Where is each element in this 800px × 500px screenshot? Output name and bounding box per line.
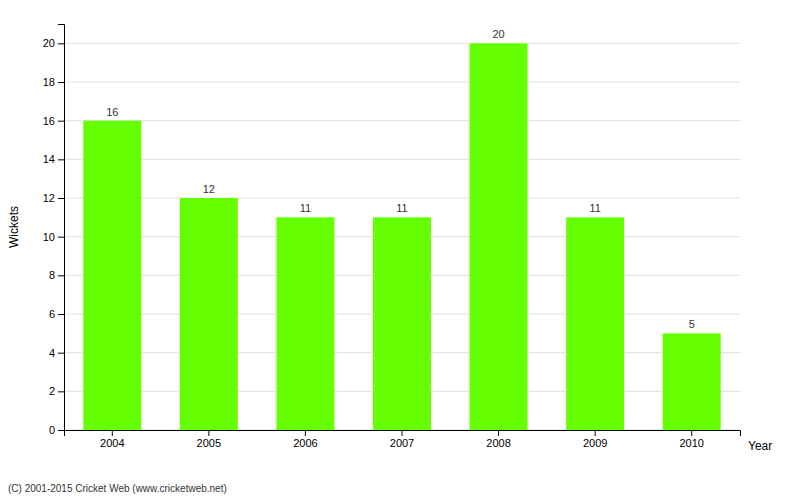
data-label: 11 (589, 202, 600, 214)
tick-mark (691, 430, 692, 436)
tick: 2004 (100, 430, 124, 449)
tick-mark (58, 43, 64, 44)
y-axis-title: Wickets (7, 206, 21, 248)
tick: 18 (43, 76, 64, 88)
tick: 12 (43, 192, 64, 204)
tick-label: 2009 (583, 437, 607, 449)
bar (373, 217, 431, 430)
tick-mark (305, 430, 306, 436)
plot-area: 0246810121416182020042005200620072008200… (43, 25, 741, 449)
tick-mark (58, 237, 64, 238)
x-axis-title: Year (748, 439, 772, 453)
data-label: 16 (106, 106, 118, 118)
tick-mark (58, 82, 64, 83)
tick-mark (58, 198, 64, 199)
tick: 14 (43, 153, 64, 165)
data-label: 11 (300, 202, 311, 214)
tick-label: 16 (43, 115, 55, 127)
tick: 2 (49, 385, 64, 397)
tick-mark (112, 430, 113, 436)
bars (83, 43, 720, 430)
bar (566, 217, 624, 430)
tick-mark (58, 159, 64, 160)
tick: 2009 (583, 430, 607, 449)
tick: 2006 (293, 430, 317, 449)
bar (663, 333, 721, 430)
bar (276, 217, 334, 430)
grid (64, 43, 740, 430)
tick: 16 (43, 115, 64, 127)
tick-mark (58, 430, 64, 431)
tick-mark (58, 275, 64, 276)
tick-label: 18 (43, 76, 55, 88)
bar (180, 198, 238, 430)
tick-label: 12 (43, 192, 55, 204)
tick: 8 (49, 269, 64, 281)
data-label: 20 (492, 28, 504, 40)
tick-label: 10 (43, 231, 55, 243)
grid-line (64, 159, 740, 160)
data-labels: 16 12 11 11 20 11 5 (106, 28, 695, 330)
tick-mark (402, 430, 403, 436)
tick: 2010 (679, 430, 703, 449)
data-label: 5 (689, 318, 695, 330)
tick-label: 20 (43, 37, 55, 49)
tick-label: 2004 (100, 437, 124, 449)
tick-mark (58, 314, 64, 315)
tick: 4 (49, 347, 64, 359)
grid-line (64, 82, 740, 83)
tick-label: 0 (49, 424, 55, 436)
tick-mark (58, 391, 64, 392)
grid-line (64, 43, 740, 44)
bar (470, 43, 528, 430)
tick: 2008 (486, 430, 510, 449)
y-axis: 0 2 4 6 8 10 12 14 16 18 20 (43, 25, 65, 437)
tick-label: 2006 (293, 437, 317, 449)
tick-label: 2008 (486, 437, 510, 449)
tick: 10 (43, 231, 64, 243)
tick: 2005 (197, 430, 221, 449)
x-axis: 2004 2005 2006 2007 2008 2009 2010 (65, 430, 741, 449)
tick-label: 14 (43, 153, 55, 165)
tick: 20 (43, 37, 64, 49)
bar (83, 121, 141, 430)
tick-mark (58, 353, 64, 354)
tick-label: 2010 (679, 437, 703, 449)
axis-line (65, 431, 741, 437)
tick-mark (208, 430, 209, 436)
tick-mark (498, 430, 499, 436)
tick: 6 (49, 308, 64, 320)
grid-line (64, 198, 740, 199)
tick-label: 2 (49, 385, 55, 397)
data-label: 12 (203, 183, 215, 195)
tick-label: 4 (49, 347, 55, 359)
axis-line (58, 25, 65, 431)
tick-mark (595, 430, 596, 436)
tick-label: 6 (49, 308, 55, 320)
tick-mark (58, 121, 64, 122)
tick: 0 (49, 424, 64, 436)
chart: 0246810121416182020042005200620072008200… (0, 0, 800, 500)
data-label: 11 (396, 202, 407, 214)
tick-label: 2005 (197, 437, 221, 449)
tick: 2007 (390, 430, 414, 449)
grid-line (64, 120, 740, 121)
tick-label: 8 (49, 269, 55, 281)
footer: (C) 2001-2015 Cricket Web (www.cricketwe… (8, 483, 227, 494)
tick-label: 2007 (390, 437, 414, 449)
